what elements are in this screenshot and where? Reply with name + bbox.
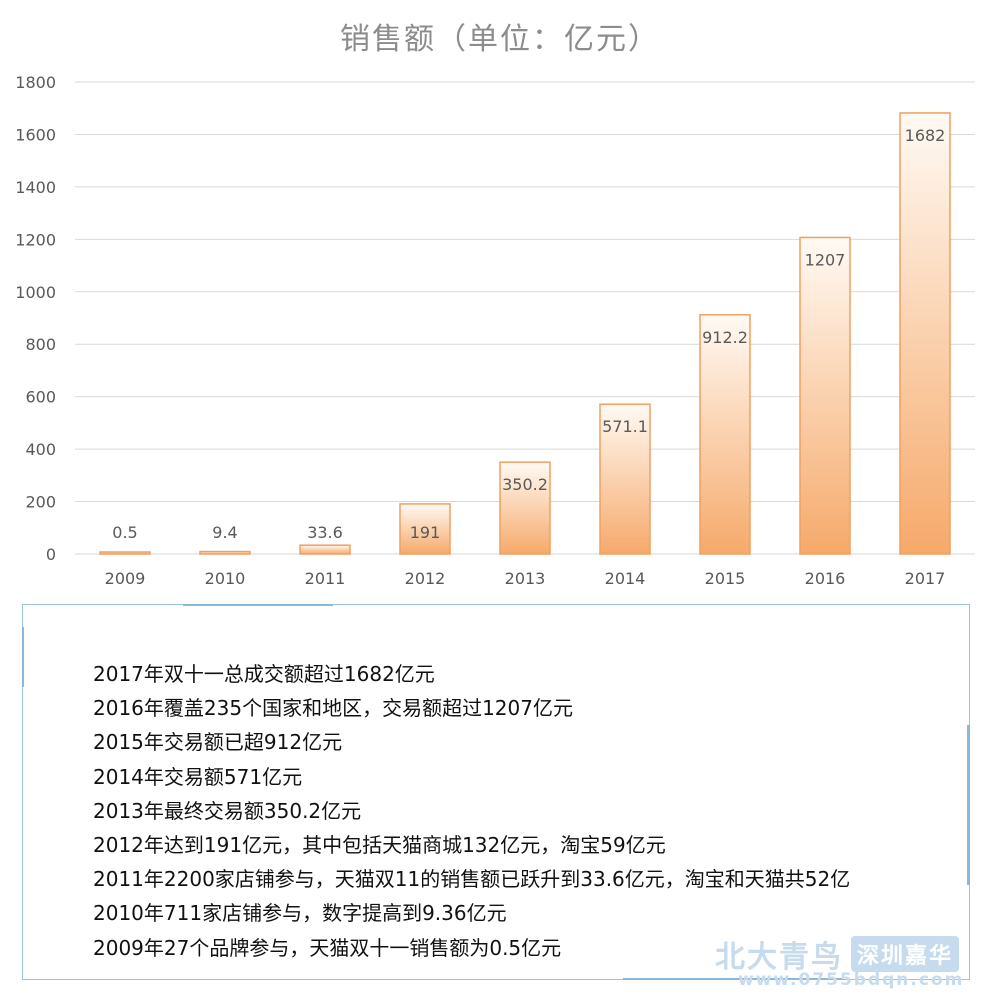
info-line: 2013年最终交易额350.2亿元 bbox=[93, 798, 362, 823]
x-tick-label: 2010 bbox=[205, 569, 246, 588]
bar bbox=[499, 461, 551, 555]
bar-value-label: 0.5 bbox=[112, 523, 137, 542]
y-tick-label: 1400 bbox=[15, 178, 56, 197]
brand-url: www.0755bdqn.com bbox=[738, 970, 965, 990]
bar-value-label: 191 bbox=[410, 523, 441, 542]
bar-value-label: 33.6 bbox=[307, 523, 343, 542]
info-text-list: 2017年双十一总成交额超过1682亿元 2016年覆盖235个国家和地区，交易额… bbox=[93, 657, 953, 965]
x-tick-label: 2013 bbox=[505, 569, 546, 588]
y-tick-label: 400 bbox=[25, 440, 56, 459]
bar bbox=[299, 544, 351, 555]
x-tick-label: 2009 bbox=[105, 569, 146, 588]
y-tick-label: 1000 bbox=[15, 283, 56, 302]
bar-value-label: 9.4 bbox=[212, 523, 237, 542]
x-tick-label: 2014 bbox=[605, 569, 646, 588]
brand-city-badge: 深圳嘉华 bbox=[851, 936, 960, 972]
panel-corner-line bbox=[22, 627, 24, 687]
bar-value-label: 1207 bbox=[805, 250, 846, 269]
y-tick-label: 1200 bbox=[15, 230, 56, 249]
sales-bar-chart: 销售额（单位：亿元） 0 200 400 600 800 1000 1200 1400 1600… bbox=[15, 22, 975, 588]
y-tick-label: 1600 bbox=[15, 125, 56, 144]
y-tick-label: 600 bbox=[25, 388, 56, 407]
panel-corner-line bbox=[623, 978, 843, 980]
bar-value-label: 912.2 bbox=[702, 328, 748, 347]
bar bbox=[799, 236, 851, 555]
bar-value-label: 571.1 bbox=[602, 417, 648, 436]
info-line: 2016年覆盖235个国家和地区，交易额超过1207亿元 bbox=[93, 696, 573, 721]
info-line: 2012年达到191亿元，其中包括天猫商城132亿元，淘宝59亿元 bbox=[93, 833, 666, 858]
y-tick-label: 0 bbox=[46, 545, 56, 564]
info-line: 2015年交易额已超912亿元 bbox=[93, 730, 343, 755]
info-line: 2009年27个品牌参与，天猫双十一销售额为0.5亿元 bbox=[93, 935, 562, 960]
x-tick-label: 2011 bbox=[305, 569, 346, 588]
y-tick-label: 800 bbox=[25, 335, 56, 354]
y-tick-label: 200 bbox=[25, 493, 56, 512]
x-tick-label: 2017 bbox=[905, 569, 946, 588]
chart-plot: 0 200 400 600 800 1000 1200 1400 1600 1800 0.5 200… bbox=[15, 73, 975, 588]
brand-watermark: 北大青鸟 深圳嘉华 bbox=[715, 934, 960, 975]
x-tick-label: 2012 bbox=[405, 569, 446, 588]
bar-value-label: 350.2 bbox=[502, 475, 548, 494]
x-tick-label: 2016 bbox=[805, 569, 846, 588]
chart-title: 销售额（单位：亿元） bbox=[340, 22, 660, 57]
bar bbox=[399, 503, 451, 555]
x-tick-label: 2015 bbox=[705, 569, 746, 588]
info-panel: 2017年双十一总成交额超过1682亿元 2016年覆盖235个国家和地区，交易额… bbox=[22, 604, 970, 980]
bar bbox=[899, 112, 951, 555]
bar bbox=[99, 551, 151, 555]
info-line: 2011年2200家店铺参与，天猫双11的销售额已跃升到33.6亿元，淘宝和天猫… bbox=[93, 867, 851, 892]
bar-value-label: 1682 bbox=[905, 126, 946, 145]
panel-corner-line bbox=[183, 604, 333, 606]
panel-corner-line bbox=[967, 725, 970, 885]
brand-name: 北大青鸟 bbox=[715, 940, 843, 975]
y-tick-label: 1800 bbox=[15, 73, 56, 92]
bar bbox=[199, 550, 251, 555]
info-line: 2017年双十一总成交额超过1682亿元 bbox=[93, 662, 435, 686]
info-line: 2010年711家店铺参与，数字提高到9.36亿元 bbox=[93, 901, 507, 926]
bar bbox=[699, 314, 751, 555]
info-line: 2014年交易额571亿元 bbox=[93, 764, 303, 789]
bar bbox=[599, 403, 651, 555]
